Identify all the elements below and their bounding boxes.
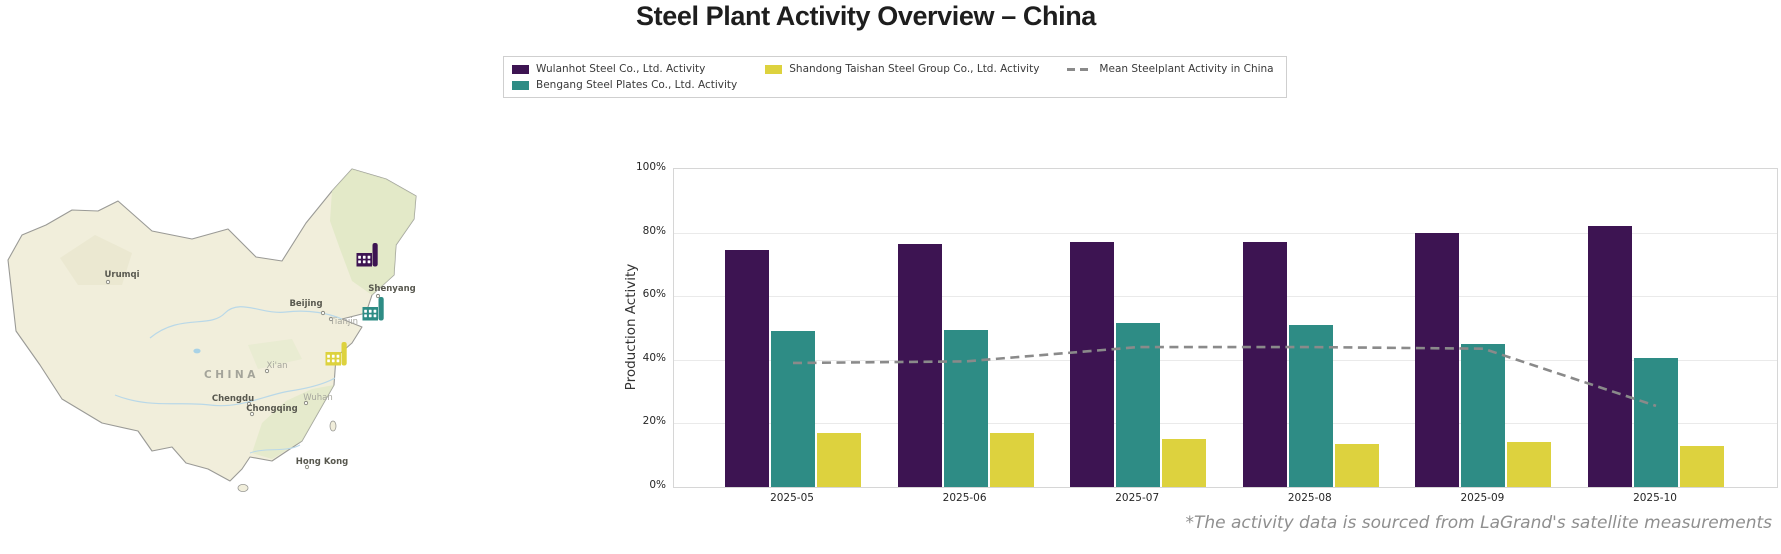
city-label: Beijing [289,299,322,309]
city-layer: Urumqi Beijing Shenyang Tianjin Xi'an Chengdu… [104,270,416,470]
gridline [674,296,1777,298]
activity-bar-chart: Production Activity 0% 20% 40% 60% 80% 100% 20… [610,145,1781,515]
plot-area [673,168,1778,488]
activity-bar [1588,226,1632,487]
activity-bar [1507,442,1552,487]
city-dot [328,316,334,322]
chart-legend: Wulanhot Steel Co., Ltd. Activity Bengang… [503,56,1287,98]
x-tick-label: 2025-07 [1115,492,1160,504]
gridline [674,232,1777,234]
legend-item: Wulanhot Steel Co., Ltd. Activity [512,63,737,75]
legend-item: Bengang Steel Plates Co., Ltd. Activity [512,79,737,91]
taiwan-island [329,420,337,432]
legend-item-label: Bengang Steel Plates Co., Ltd. Activity [536,79,738,91]
activity-bar [1242,242,1287,487]
x-tick-label: 2025-09 [1460,492,1505,504]
activity-bar [1162,439,1207,487]
city-label: Urumqi [104,270,139,280]
activity-bar [897,243,942,487]
legend-dashed-line-swatch [1067,67,1093,71]
activity-bar [943,329,988,487]
y-tick-label: 60% [642,288,666,301]
x-tick-label: 2025-10 [1633,492,1677,504]
activity-bar [1415,232,1460,487]
yangtze-river [114,377,336,407]
city-label: Hong Kong [296,457,348,467]
city-label: Xi'an [266,361,287,371]
terrain-northwest [60,235,132,285]
x-tick-label: 2025-05 [770,492,814,504]
activity-bar [1634,358,1678,487]
activity-bar [1461,343,1506,487]
y-axis-label: Production Activity [623,263,639,391]
source-footnote: *The activity data is sourced from LaGra… [1185,513,1772,533]
y-tick-label: 80% [642,224,666,237]
city-dot [246,401,252,407]
activity-bar [1288,324,1333,487]
city-label: Wuhan [303,393,332,403]
hainan-island [237,483,249,492]
city-label: Chongqing [246,404,297,414]
activity-bar [1334,444,1379,487]
gridline [674,423,1777,425]
y-tick-label: 0% [649,479,666,491]
steel-plant-icon [356,243,378,267]
china-map-svg: CHINA Urumqi Beijing Shenyang Tianjin Xi'an C… [7,168,417,492]
city-dot [264,368,270,374]
activity-bar [1070,242,1115,487]
yellow-river [149,306,343,339]
steel-plant-icon [325,342,347,366]
pearl-river [249,444,301,454]
steel-plant-icon [362,297,384,321]
activity-bar [1680,445,1724,487]
qinghai-lake [193,348,201,354]
y-tick-label: 100% [635,161,666,173]
activity-bar [1116,323,1161,487]
terrain-southeast [252,385,334,459]
legend-item-label: Wulanhot Steel Co., Ltd. Activity [536,63,706,75]
city-dot [249,411,255,417]
legend-item: Shandong Taishan Steel Group Co., Ltd. A… [765,63,1039,75]
activity-bar [771,331,815,487]
legend-color-swatch [512,64,529,74]
activity-bar [989,432,1034,487]
china-map: CHINA Urumqi Beijing Shenyang Tianjin Xi'an C… [0,163,466,497]
country-label: CHINA [204,369,259,381]
terrain-central [248,339,302,369]
x-tick-label: 2025-08 [1287,492,1332,504]
city-dot [304,464,310,470]
legend-color-swatch [512,80,529,90]
plant-layer [325,243,384,366]
legend-item-label: Mean Steelplant Activity in China [1099,63,1274,75]
y-tick-label: 40% [642,351,666,364]
x-tick-label: 2025-06 [942,492,987,504]
legend-color-swatch [765,64,783,74]
page-title: Steel Plant Activity Overview – China [636,1,1096,31]
city-label: Shenyang [368,284,415,294]
legend-item-label: Shandong Taishan Steel Group Co., Ltd. A… [789,63,1040,75]
city-dot [375,293,381,299]
activity-bar [725,250,769,487]
terrain-northeast [330,169,416,295]
city-label: Tianjin [329,317,358,327]
city-label: Chengdu [212,394,254,404]
activity-bar [817,432,861,487]
y-tick-label: 20% [642,415,666,428]
city-dot [303,400,309,406]
legend-item: Mean Steelplant Activity in China [1067,63,1274,75]
city-dot [105,279,111,285]
city-dot [320,310,326,316]
